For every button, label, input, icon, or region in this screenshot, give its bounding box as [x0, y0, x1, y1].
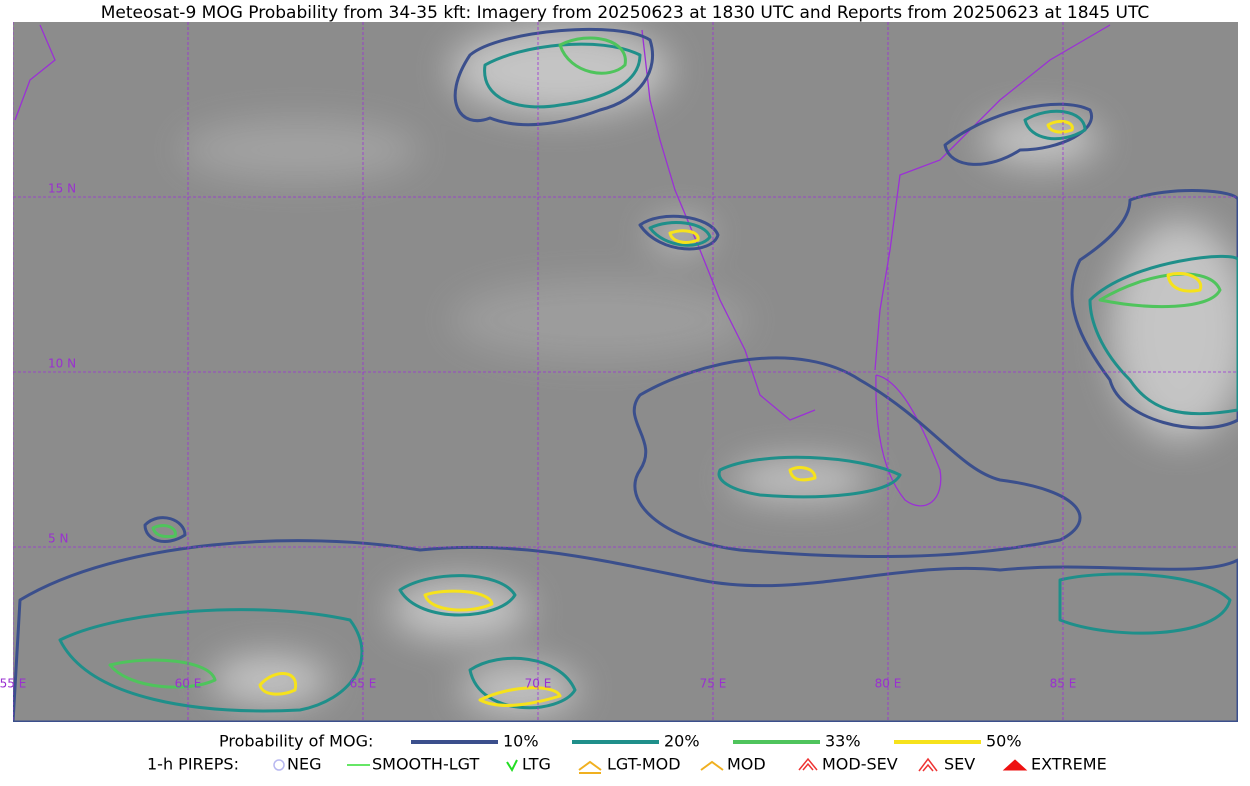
legend-label: MOD [727, 755, 766, 774]
legend-title: 1-h PIREPS: [147, 755, 239, 774]
pirep-icon [1002, 759, 1028, 771]
legend-label: LGT-MOD [607, 755, 681, 774]
legend-title: Probability of MOG: [219, 732, 373, 751]
lat-label: 10 N [48, 357, 76, 371]
pirep-icon [578, 760, 602, 774]
map: 15 N 10 N 5 N 60 E 65 E 70 E 75 E 80 E 85 E [13, 22, 1238, 722]
title: Meteosat-9 MOG Probability from 34-35 kf… [101, 3, 1150, 23]
clouds [180, 25, 1238, 715]
lon-label: 85 E [1050, 677, 1077, 691]
lon-label: 80 E [875, 677, 902, 691]
pirep-icon [506, 759, 518, 773]
lon-label: 70 E [525, 677, 552, 691]
legend-label: EXTREME [1031, 755, 1107, 774]
legend-label: 10% [503, 732, 539, 751]
legend-label: MOD-SEV [822, 755, 898, 774]
legend: Probability of MOG: 10% 20% 33% 50% 1-h PIREP… [147, 732, 1107, 774]
legend-label: SEV [944, 755, 975, 774]
lon-label: 65 E [350, 677, 377, 691]
pirep-icon [798, 757, 818, 771]
legend-label: SMOOTH-LGT [372, 755, 479, 774]
contours [13, 27, 1238, 722]
pirep-icon [273, 759, 285, 771]
lon-label: 60 E [175, 677, 202, 691]
pirep-icon [918, 757, 938, 772]
lat-label: 15 N [48, 182, 76, 196]
legend-label: LTG [522, 755, 551, 774]
pirep-icon [700, 760, 724, 771]
lon-label: 75 E [700, 677, 727, 691]
legend-label: NEG [287, 755, 321, 774]
coastline [14, 24, 1111, 507]
legend-label: 50% [986, 732, 1022, 751]
lat-label: 5 N [48, 532, 68, 546]
lon-label: 55 E [0, 677, 26, 691]
legend-label: 33% [825, 732, 861, 751]
graticule: 15 N 10 N 5 N 60 E 65 E 70 E 75 E 80 E 85 E [13, 22, 1238, 722]
legend-label: 20% [664, 732, 700, 751]
